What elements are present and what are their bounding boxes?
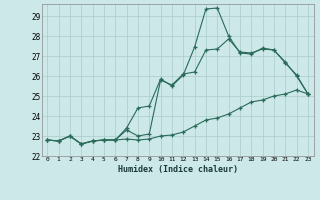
- X-axis label: Humidex (Indice chaleur): Humidex (Indice chaleur): [118, 165, 237, 174]
